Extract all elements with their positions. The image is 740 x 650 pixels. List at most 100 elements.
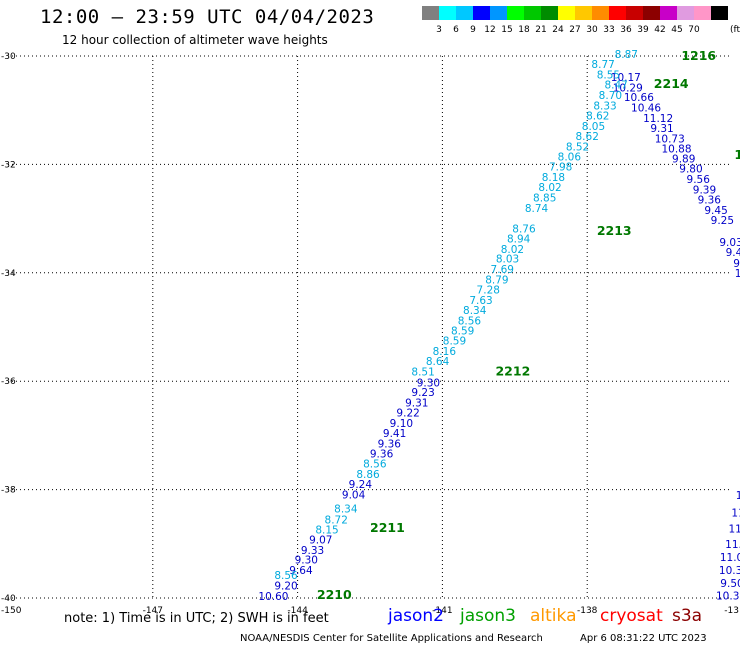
wave-height-value[interactable]: 9.36 <box>698 195 722 207</box>
wave-height-value[interactable]: 9.80 <box>679 164 702 176</box>
wave-height-value[interactable]: 8.02 <box>501 244 524 256</box>
wave-height-value[interactable]: 8.05 <box>582 121 605 133</box>
wave-height-value[interactable]: 8.87 <box>615 49 638 61</box>
legend-swatch <box>507 6 524 20</box>
legend-tick-label: 6 <box>453 25 459 35</box>
wave-height-value[interactable]: 9.03 <box>719 237 740 249</box>
wave-height-value[interactable]: 9.10 <box>390 418 413 430</box>
legend-swatch <box>575 6 592 20</box>
wave-height-value[interactable]: 7.63 <box>469 295 492 307</box>
legend-swatch <box>592 6 609 20</box>
wave-height-value[interactable]: 9.22 <box>396 408 419 420</box>
wave-height-value[interactable]: 9.04 <box>342 489 366 501</box>
wave-height-value[interactable]: 10.88 <box>661 144 691 156</box>
wave-height-value[interactable]: 10.29 <box>613 82 643 94</box>
wave-height-value[interactable]: 7.28 <box>477 285 500 297</box>
legend-unit: (ft) <box>730 25 740 35</box>
wave-height-value[interactable]: 11. <box>736 490 740 502</box>
wave-height-value[interactable]: 9.25 <box>711 215 734 227</box>
wave-height-value[interactable]: 8.16 <box>433 346 457 358</box>
wave-height-value[interactable]: 10.38 <box>719 565 740 577</box>
wave-height-value[interactable]: 11.06 <box>720 552 740 564</box>
wave-height-value[interactable]: 9.31 <box>650 123 673 135</box>
legend-swatch <box>558 6 575 20</box>
wave-height-value[interactable]: 7.98 <box>549 162 572 174</box>
wave-height-value[interactable]: 8.79 <box>485 274 508 286</box>
legend-tick-label: 18 <box>518 25 530 35</box>
wave-height-value[interactable]: 8.62 <box>576 131 599 143</box>
wave-height-value[interactable]: 10.17 <box>611 72 641 84</box>
wave-height-value[interactable]: 8.94 <box>507 234 531 246</box>
wave-height-value[interactable]: 9.36 <box>370 448 394 460</box>
wave-height-value[interactable]: 8.85 <box>533 192 556 204</box>
wave-height-value[interactable]: 8.72 <box>325 514 348 526</box>
wave-height-value[interactable]: 9.31 <box>405 397 428 409</box>
legend-tick-label: 39 <box>637 25 649 35</box>
wave-height-value[interactable]: 8.77 <box>591 59 614 71</box>
wave-height-value[interactable]: 8.56 <box>363 459 387 471</box>
wave-height-value[interactable]: 9.50 <box>720 578 740 590</box>
wave-height-value[interactable]: 9.36 <box>378 439 402 451</box>
wave-height-value[interactable]: 8.86 <box>356 469 380 481</box>
wave-height-value[interactable]: 8.47 <box>604 80 627 92</box>
pass-time-label: 2212 <box>495 363 530 378</box>
wave-height-value[interactable]: 11.12 <box>643 113 673 125</box>
wave-height-value[interactable]: 8.59 <box>451 325 474 337</box>
wave-height-value[interactable]: 8.56 <box>274 570 298 582</box>
wave-height-value[interactable]: 9.07 <box>309 534 332 546</box>
wave-height-value[interactable]: 9.56 <box>687 174 711 186</box>
wave-height-value[interactable]: 8.06 <box>558 151 582 163</box>
wave-height-value[interactable]: 8.51 <box>411 366 434 378</box>
wave-height-value[interactable]: 8.55 <box>597 69 620 81</box>
wave-height-value[interactable]: 8.18 <box>542 172 565 184</box>
wave-height-value[interactable]: 8.34 <box>463 305 487 317</box>
wave-height-value[interactable]: 8.74 <box>525 203 549 215</box>
legend-tick-label: 30 <box>586 25 598 35</box>
legend-swatch <box>456 6 473 20</box>
wave-height-value[interactable]: 8.52 <box>566 142 589 154</box>
wave-height-value[interactable]: 8.76 <box>512 223 536 235</box>
wave-height-value[interactable]: 10.46 <box>631 102 661 114</box>
wave-height-value[interactable]: 8.15 <box>315 525 338 537</box>
wave-height-value[interactable]: 9.49 <box>726 247 740 259</box>
wave-height-value[interactable]: 10.37 <box>716 590 740 602</box>
wave-height-value[interactable]: 8.62 <box>586 111 609 123</box>
wave-height-value[interactable]: 9.24 <box>349 479 373 491</box>
wave-height-value[interactable]: 8.03 <box>496 254 519 266</box>
wave-height-value[interactable]: 11.4 <box>731 507 740 519</box>
wave-height-value[interactable]: 8.70 <box>599 90 622 102</box>
wave-height-value[interactable]: 9.89 <box>672 153 695 165</box>
legend-swatch <box>422 6 439 20</box>
wave-height-value[interactable]: 8.02 <box>538 182 561 194</box>
wave-height-value[interactable]: 8.34 <box>334 504 358 516</box>
wave-height-value[interactable]: 8.33 <box>593 100 616 112</box>
pass-time-label: 2211 <box>370 520 405 535</box>
wave-height-value[interactable]: 10.73 <box>655 133 685 145</box>
lat-label: -34 <box>1 269 16 279</box>
wave-height-value[interactable]: 9.33 <box>301 545 324 557</box>
wave-height-value[interactable]: 9.3 <box>733 258 740 270</box>
legend-tick-label: 33 <box>603 25 615 35</box>
wave-height-value[interactable]: 9.64 <box>289 565 313 577</box>
wave-height-value[interactable]: 9.39 <box>693 184 716 196</box>
wave-height-value[interactable]: 9.45 <box>704 205 727 217</box>
wave-height-value[interactable]: 8.64 <box>426 356 450 368</box>
wave-height-value[interactable]: 9.30 <box>295 555 318 567</box>
wave-height-value[interactable]: 11.83 <box>725 539 740 551</box>
chart-title: 12:00 – 23:59 UTC 04/04/2023 <box>40 6 375 28</box>
legend-tick-label: 3 <box>436 25 442 35</box>
wave-height-value[interactable]: 10.60 <box>258 591 288 603</box>
lon-label: -150 <box>1 606 22 616</box>
wave-height-value[interactable]: 8.59 <box>443 336 466 348</box>
credit-text: NOAA/NESDIS Center for Satellite Applica… <box>240 633 543 644</box>
wave-height-value[interactable]: 7.69 <box>491 264 514 276</box>
wave-height-value[interactable]: 9.41 <box>383 428 406 440</box>
wave-height-value[interactable]: 9.20 <box>274 581 297 593</box>
wave-height-value[interactable]: 8.56 <box>458 315 482 327</box>
wave-height-value[interactable]: 10.66 <box>624 92 654 104</box>
wave-height-value[interactable]: 10. <box>735 268 740 280</box>
wave-height-value[interactable]: 9.23 <box>411 387 434 399</box>
wave-height-value[interactable]: 11.4 <box>729 524 740 536</box>
wave-height-value[interactable]: 9.30 <box>417 377 440 389</box>
